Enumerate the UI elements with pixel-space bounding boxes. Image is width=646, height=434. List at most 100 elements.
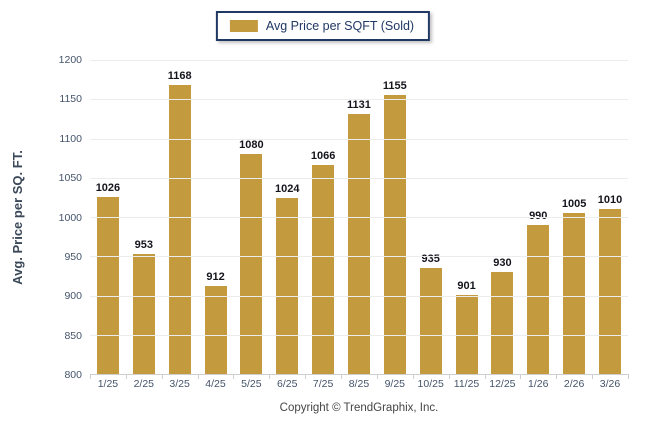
x-axis-tick [520, 374, 522, 379]
bar [312, 165, 335, 374]
y-tick-label: 800 [64, 369, 82, 381]
gridline [90, 99, 628, 101]
bar [383, 95, 406, 374]
y-tick-label: 1000 [58, 211, 82, 224]
x-axis-tick [90, 374, 91, 379]
x-axis-tick [233, 374, 235, 379]
bar-value-label: 1168 [167, 70, 192, 83]
chart-legend: Avg Price per SQFT (Sold) [215, 11, 431, 41]
bar-value-label: 1155 [382, 80, 407, 93]
bar [132, 253, 155, 374]
bar-cell: 1024 [269, 60, 305, 374]
bar [168, 85, 191, 374]
bar-value-label: 930 [493, 256, 512, 269]
bar-value-label: 953 [134, 238, 153, 251]
bar-value-label: 1131 [347, 99, 371, 112]
bar [204, 286, 227, 374]
bar [563, 213, 586, 374]
bar-cell: 901 [449, 60, 485, 374]
bar [240, 154, 263, 374]
plot-area: 1026 953 1168 912 1080 1024 1066 1131 1155 935 901… [90, 60, 629, 379]
x-axis-tick [592, 374, 594, 379]
x-axis-tick [269, 374, 271, 379]
bar-value-label: 1010 [597, 194, 623, 207]
x-tick-label: 3/25 [169, 378, 190, 390]
bar [455, 294, 478, 374]
x-axis-tick [161, 374, 163, 379]
x-tick-label: 11/25 [453, 378, 480, 390]
bar-cell: 930 [484, 60, 520, 374]
y-tick-label: 1100 [59, 132, 82, 145]
x-tick-label: 2/26 [563, 378, 585, 390]
bar [527, 224, 550, 374]
bar-series: 1026 953 1168 912 1080 1024 1066 1131 1155 935 901… [90, 60, 628, 374]
x-axis-tick [484, 374, 486, 379]
bar [96, 196, 119, 374]
x-tick-label: 1/25 [97, 378, 119, 390]
gridline [90, 177, 628, 179]
gridline [90, 334, 628, 336]
bar [491, 271, 514, 374]
x-axis-tick [125, 374, 127, 379]
x-axis-tick [341, 374, 343, 379]
x-axis-tick-labels: 1/25 2/25 3/25 4/25 5/25 6/25 7/25 8/25 9/25 10/2… [90, 378, 628, 390]
gridline [90, 138, 628, 140]
gridline [90, 295, 628, 297]
bar-value-label: 1024 [274, 183, 300, 196]
bar-value-label: 1080 [239, 139, 264, 152]
x-axis-tick [305, 374, 307, 379]
bar-value-label: 1066 [310, 150, 336, 163]
bar-cell: 1131 [341, 60, 377, 374]
bar-value-label: 901 [457, 279, 476, 292]
legend-label: Avg Price per SQFT (Sold) [265, 19, 415, 33]
bar-value-label: 1005 [561, 198, 587, 211]
y-tick-label: 1200 [58, 54, 82, 66]
bar-value-label: 935 [421, 253, 440, 266]
bar-cell: 953 [126, 60, 162, 374]
bar [276, 198, 299, 374]
bar-value-label: 990 [529, 209, 548, 222]
x-tick-label: 5/25 [241, 378, 262, 390]
gridline [90, 217, 628, 218]
copyright-text: Copyright © TrendGraphix, Inc. [279, 402, 439, 414]
bar-cell: 990 [520, 60, 556, 374]
y-axis-tick-labels: 800 850 900 950 1000 1050 1100 1150 1200 [0, 54, 82, 381]
bar-cell: 1080 [233, 60, 269, 374]
bar-cell: 1155 [377, 60, 413, 374]
x-tick-label: 4/25 [205, 378, 226, 390]
x-axis-tick [628, 374, 629, 379]
bar-cell: 1010 [592, 60, 628, 374]
bar [419, 268, 442, 374]
bar-cell: 1026 [90, 60, 126, 374]
x-axis-tick [448, 374, 450, 379]
x-axis-tick [197, 374, 199, 379]
bar-cell: 935 [413, 60, 449, 374]
y-tick-label: 1050 [58, 172, 82, 185]
x-tick-label: 3/26 [599, 378, 621, 390]
x-axis-tick [412, 374, 414, 379]
x-tick-label: 12/25 [489, 378, 516, 390]
x-tick-label: 2/25 [133, 378, 154, 390]
x-tick-label: 10/25 [417, 378, 444, 390]
gridline [90, 256, 628, 258]
y-tick-label: 850 [64, 329, 82, 342]
y-tick-label: 1150 [59, 93, 82, 106]
gridline [90, 60, 628, 61]
bar-value-label: 1026 [95, 181, 121, 194]
x-tick-label: 7/25 [312, 378, 334, 390]
x-tick-label: 6/25 [277, 378, 298, 390]
bar-value-label: 912 [206, 271, 225, 284]
y-tick-label: 950 [64, 250, 82, 263]
bar [347, 114, 370, 374]
legend-swatch [229, 20, 258, 32]
x-tick-label: 1/26 [528, 378, 549, 390]
bar-cell: 1005 [556, 60, 592, 374]
x-axis-tick [376, 374, 378, 379]
x-axis-tick [556, 374, 558, 379]
x-tick-label: 9/25 [384, 378, 406, 390]
bar-cell: 912 [198, 60, 234, 374]
bar [598, 209, 621, 374]
bar-cell: 1168 [162, 60, 198, 374]
x-tick-label: 8/25 [348, 378, 370, 390]
